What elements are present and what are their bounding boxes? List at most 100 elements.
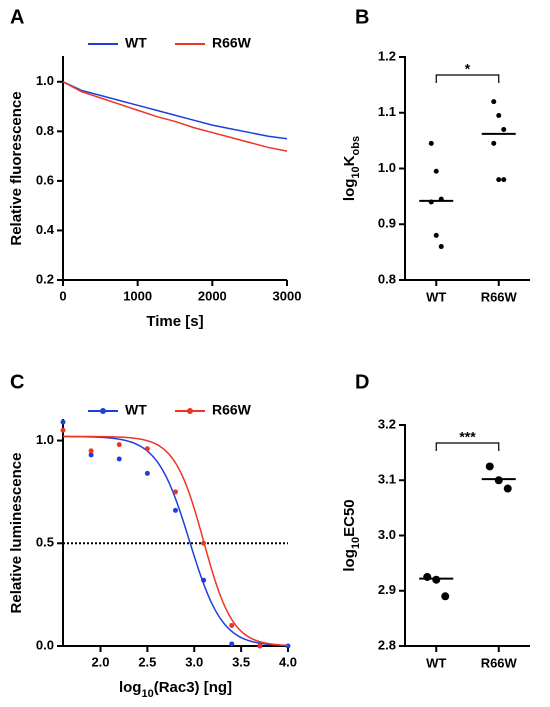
label-text: log xyxy=(341,179,358,202)
y-tick-label: 3.1 xyxy=(378,472,396,487)
y-tick-label: 0.9 xyxy=(378,216,396,231)
x-tick-label: 4.0 xyxy=(279,654,297,669)
fit-curve xyxy=(62,435,289,647)
data-point xyxy=(144,470,150,476)
significance-bracket xyxy=(435,74,500,83)
y-tick-label: 0.8 xyxy=(36,123,54,138)
label-subscript: obs xyxy=(350,136,362,156)
data-point xyxy=(432,575,441,584)
label-text: EC50 xyxy=(341,499,358,537)
data-point xyxy=(173,489,178,495)
data-point xyxy=(201,577,207,583)
data-point xyxy=(501,177,507,183)
y-tick-label: 2.8 xyxy=(378,637,396,652)
data-point xyxy=(60,419,66,425)
y-axis-label: Relative fluorescence xyxy=(8,91,25,245)
fit-curve xyxy=(62,435,289,647)
legend-marker xyxy=(187,408,193,414)
y-tick-label: 0.4 xyxy=(36,222,55,237)
line-series xyxy=(62,81,288,140)
data-point xyxy=(485,462,494,471)
y-tick-label: 1.2 xyxy=(378,48,396,63)
label-text: Relative fluorescence xyxy=(8,91,25,245)
data-point xyxy=(438,244,444,250)
significance-label: *** xyxy=(459,429,476,445)
data-point xyxy=(496,177,502,183)
legend-label: R66W xyxy=(212,402,252,418)
data-point xyxy=(257,643,263,649)
data-point xyxy=(116,442,122,448)
y-tick-label: 0.5 xyxy=(36,535,54,550)
x-tick-label: R66W xyxy=(481,655,518,670)
significance-bracket xyxy=(435,442,500,451)
x-tick-label: WT xyxy=(426,289,446,304)
x-tick-label: WT xyxy=(426,655,446,670)
data-point xyxy=(229,622,235,628)
x-tick-label: 3.0 xyxy=(185,654,203,669)
y-tick-label: 0.2 xyxy=(36,271,54,286)
data-point xyxy=(60,427,66,433)
x-axis-label: Time [s] xyxy=(146,313,203,330)
label-subscript: 10 xyxy=(350,166,362,178)
data-point xyxy=(491,140,497,146)
panel-letter: C xyxy=(10,371,24,393)
y-tick-label: 0.8 xyxy=(378,271,396,286)
data-point xyxy=(144,446,150,452)
data-point xyxy=(491,99,497,105)
label-text: log xyxy=(119,679,142,696)
y-axis-label: Relative luminescence xyxy=(8,453,25,614)
label-text: (Rac3) [ng] xyxy=(154,679,232,696)
legend-label: WT xyxy=(125,35,147,51)
significance-label: * xyxy=(465,61,471,77)
x-tick-label: R66W xyxy=(481,289,518,304)
panel-letter: A xyxy=(10,6,24,28)
data-point xyxy=(88,448,94,454)
x-tick-label: 0 xyxy=(59,288,66,303)
data-point xyxy=(433,232,439,238)
data-point xyxy=(88,452,94,458)
y-tick-label: 1.0 xyxy=(378,160,396,175)
data-point xyxy=(173,507,178,513)
x-tick-label: 1000 xyxy=(123,288,152,303)
data-point xyxy=(116,456,122,462)
y-tick-label: 2.9 xyxy=(378,582,396,597)
data-point xyxy=(201,540,207,546)
data-point xyxy=(433,168,439,174)
label-text: K xyxy=(341,155,358,166)
data-point xyxy=(441,592,450,601)
data-point xyxy=(423,572,432,581)
y-tick-label: 1.0 xyxy=(36,73,54,88)
x-tick-label: 2.5 xyxy=(138,654,156,669)
line-series xyxy=(62,81,288,152)
legend-label: R66W xyxy=(212,35,252,51)
legend-marker xyxy=(100,408,106,414)
y-tick-label: 3.2 xyxy=(378,416,396,431)
y-tick-label: 3.0 xyxy=(378,527,396,542)
y-tick-label: 1.1 xyxy=(378,104,396,119)
legend-label: WT xyxy=(125,402,147,418)
y-tick-label: 1.0 xyxy=(36,432,54,447)
data-point xyxy=(496,113,502,119)
x-axis-label: log10(Rac3) [ng] xyxy=(119,679,232,700)
data-point xyxy=(229,641,235,647)
x-tick-label: 2.0 xyxy=(91,654,109,669)
x-tick-label: 2000 xyxy=(198,288,227,303)
data-point xyxy=(501,126,507,132)
panel-letter: B xyxy=(355,6,369,28)
data-point xyxy=(428,140,434,146)
label-text: log xyxy=(341,549,358,572)
x-tick-label: 3.5 xyxy=(232,654,250,669)
label-subscript: 10 xyxy=(350,537,362,549)
label-text: Time [s] xyxy=(146,313,203,330)
y-tick-label: 0.6 xyxy=(36,172,54,187)
y-axis-label: log10EC50 xyxy=(341,499,362,571)
panel-letter: D xyxy=(355,371,369,393)
data-point xyxy=(503,484,512,493)
label-text: Relative luminescence xyxy=(8,453,25,614)
label-subscript: 10 xyxy=(141,688,153,700)
y-axis-label: log10Kobs xyxy=(341,136,362,201)
data-point xyxy=(494,476,503,485)
y-tick-label: 0.0 xyxy=(36,637,54,652)
